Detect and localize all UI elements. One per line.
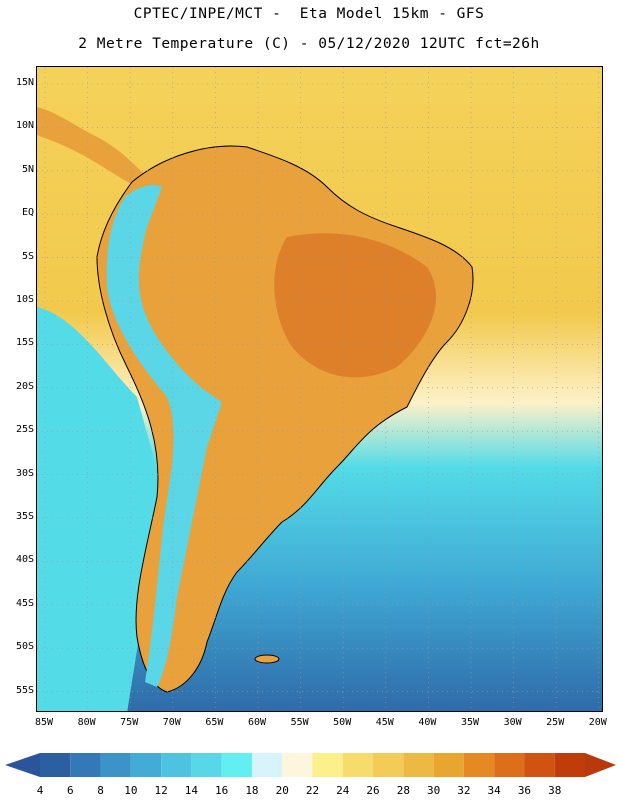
colorbar-label: 4 <box>36 784 44 797</box>
falkland-islands <box>254 654 280 664</box>
temperature-map-canvas <box>37 67 602 711</box>
colorbar-label: 38 <box>548 784 562 797</box>
colorbar-box <box>524 753 555 777</box>
lat-tick-label: 5S <box>21 250 34 262</box>
colorbar-box <box>494 753 525 777</box>
colorbar-box <box>70 753 101 777</box>
lat-tick-label: 15S <box>15 337 34 349</box>
colorbar-label: 12 <box>154 784 168 797</box>
colorbar-label: 14 <box>184 784 198 797</box>
colorbar-box <box>221 753 252 777</box>
lon-tick-label: 35W <box>460 717 480 728</box>
lon-tick-label: 75W <box>120 717 139 728</box>
colorbar-label: 22 <box>305 784 320 797</box>
colorbar-box <box>433 753 464 777</box>
colorbar-label: 32 <box>457 784 471 797</box>
lon-tick-label: 30W <box>503 717 522 728</box>
lat-tick-label: 50S <box>15 641 34 653</box>
lat-tick-label: 20S <box>15 380 34 392</box>
lon-tick-label: 20W <box>588 717 607 728</box>
colorbar-box <box>312 753 343 777</box>
lat-tick-label: 10S <box>15 294 34 305</box>
lon-tick-label: 65W <box>205 717 224 728</box>
colorbar-box <box>130 753 162 777</box>
colorbar-label: 8 <box>97 784 104 797</box>
colorbar-low-arrow <box>5 753 40 777</box>
colorbar-boxes <box>40 753 585 777</box>
colorbar-box <box>463 753 495 777</box>
colorbar-box <box>403 753 434 777</box>
lon-tick-label: 50W <box>333 717 352 728</box>
colorbar-box <box>282 753 313 777</box>
lat-tick-label: 15N <box>15 77 34 88</box>
andes-cordillera <box>106 185 222 687</box>
colorbar-box <box>40 753 71 777</box>
lat-tick-label: 25S <box>15 424 34 436</box>
map-subtitle: 2 Metre Temperature (C) - 05/12/2020 12U… <box>78 36 540 52</box>
brazil-hot-interior <box>274 233 436 378</box>
colorbar-label: 20 <box>275 784 289 797</box>
colorbar-label: 18 <box>245 784 259 797</box>
lat-tick-label: 35S <box>15 511 34 522</box>
lon-tick-label: 55W <box>290 717 309 728</box>
colorbar-box <box>100 753 131 777</box>
lon-tick-label: 45W <box>375 717 394 728</box>
colorbar-box <box>191 753 222 777</box>
colorbar-label: 34 <box>487 784 501 797</box>
lon-tick-label: 85W <box>34 717 54 728</box>
colorbar-label: 16 <box>215 784 229 797</box>
lon-tick-label: 25W <box>546 717 565 728</box>
colorbar-label: 28 <box>396 784 410 797</box>
lat-tick-label: 55S <box>15 684 34 696</box>
colorbar-box <box>554 753 585 777</box>
lon-tick-label: 40W <box>418 717 437 728</box>
lat-tick-label: 10N <box>15 120 34 132</box>
colorbar-high-arrow <box>585 753 616 777</box>
lon-tick-label: 80W <box>77 717 96 728</box>
pacific-cool-water <box>37 307 162 711</box>
colorbar-label: 30 <box>426 784 441 797</box>
colorbar <box>5 753 616 777</box>
map-title: CPTEC/INPE/MCT - Eta Model 15km - GFS <box>133 6 485 22</box>
lat-tick-label: 30S <box>15 467 34 479</box>
central-america-land <box>37 107 147 187</box>
colorbar-label: 6 <box>66 784 74 797</box>
colorbar-box <box>161 753 192 777</box>
lon-tick-label: 70W <box>162 717 181 728</box>
lat-tick-label: 40S <box>15 554 34 566</box>
lat-tick-label: 5N <box>21 163 34 175</box>
colorbar-box <box>373 753 404 777</box>
lon-tick-label: 60W <box>247 717 267 728</box>
colorbar-label: 10 <box>124 784 138 797</box>
colorbar-box <box>342 753 374 777</box>
colorbar-label: 26 <box>366 784 380 797</box>
lat-tick-label: EQ <box>21 207 34 219</box>
lat-tick-label: 45S <box>15 597 34 609</box>
colorbar-label: 24 <box>336 784 350 797</box>
colorbar-label: 36 <box>517 784 532 797</box>
colorbar-box <box>251 753 283 777</box>
temperature-map[interactable] <box>36 66 603 712</box>
